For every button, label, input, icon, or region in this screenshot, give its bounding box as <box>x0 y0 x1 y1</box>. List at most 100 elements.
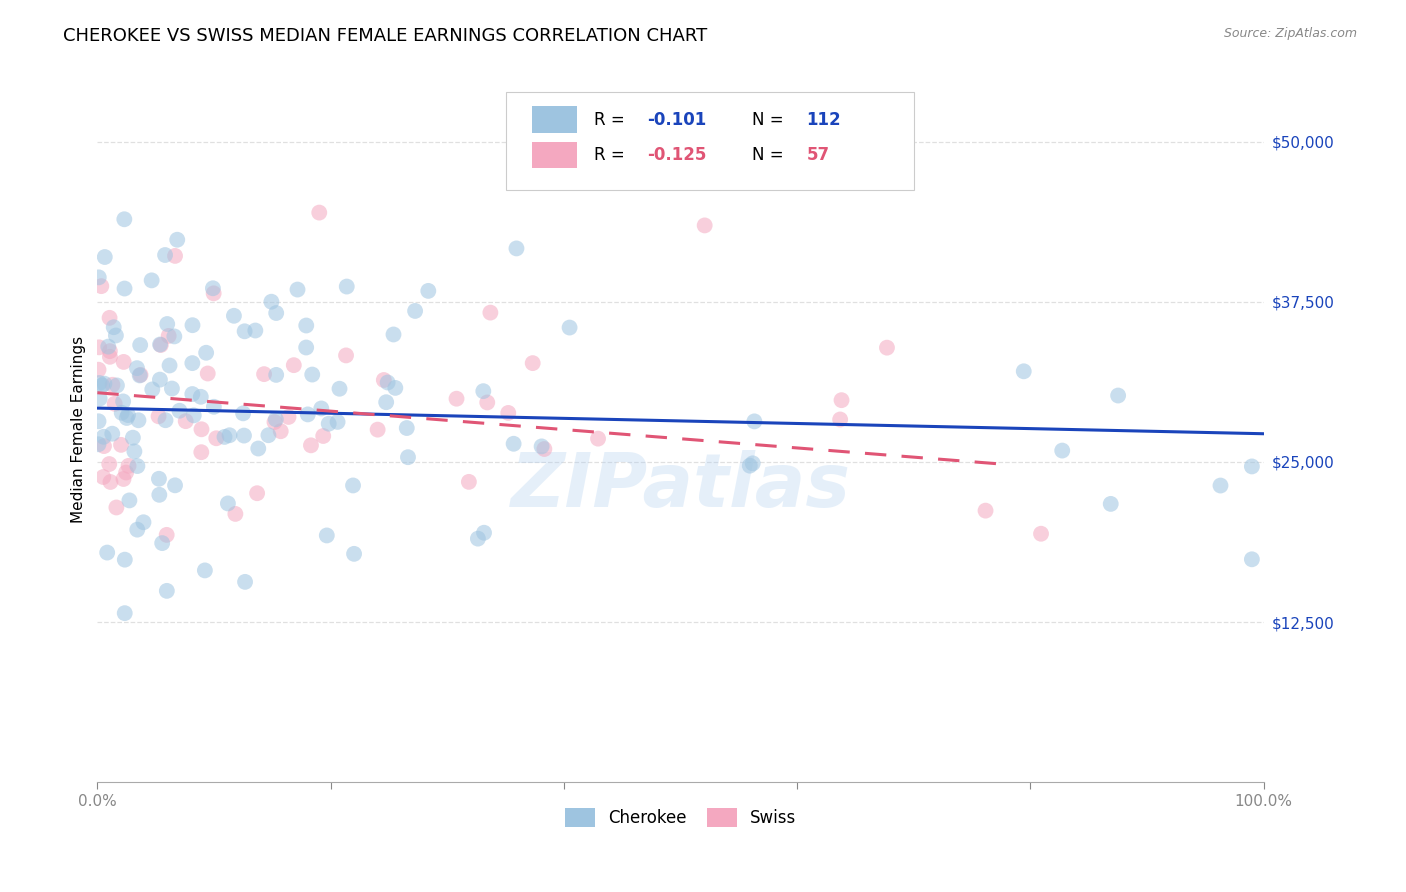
Point <box>112 394 135 409</box>
Point <box>744 414 766 428</box>
Point <box>114 281 136 295</box>
Point <box>373 373 395 387</box>
Text: ZIPatlas: ZIPatlas <box>510 450 851 523</box>
Point <box>159 359 181 373</box>
Point <box>558 320 581 334</box>
Point <box>183 409 205 423</box>
Point <box>502 436 524 450</box>
Point <box>91 378 114 392</box>
Point <box>264 412 287 426</box>
Point <box>100 475 122 489</box>
Text: R =: R = <box>595 146 630 164</box>
Point <box>141 273 163 287</box>
Point <box>311 401 333 416</box>
Point <box>205 431 228 445</box>
Point <box>190 445 212 459</box>
Point <box>246 486 269 500</box>
Point <box>87 270 110 285</box>
Point <box>472 384 495 399</box>
Point <box>831 393 853 408</box>
Point <box>110 438 132 452</box>
Point <box>124 444 146 458</box>
Point <box>156 528 179 542</box>
Point <box>217 496 239 510</box>
Point <box>496 406 519 420</box>
Point <box>165 249 187 263</box>
Point <box>202 400 225 414</box>
Point <box>328 382 350 396</box>
Point <box>367 423 389 437</box>
Point <box>194 563 217 577</box>
Point <box>263 415 285 429</box>
Point <box>260 294 283 309</box>
FancyBboxPatch shape <box>533 106 576 133</box>
Point <box>201 281 224 295</box>
Point <box>382 327 405 342</box>
Text: 112: 112 <box>807 111 841 128</box>
Point <box>98 310 121 325</box>
Point <box>190 422 212 436</box>
Point <box>87 437 110 451</box>
Point <box>472 525 495 540</box>
Point <box>153 248 176 262</box>
Point <box>297 408 319 422</box>
Point <box>89 392 111 406</box>
Point <box>218 428 240 442</box>
FancyBboxPatch shape <box>533 142 576 169</box>
Point <box>1107 388 1129 402</box>
Point <box>222 309 245 323</box>
Point <box>181 387 204 401</box>
Point <box>245 324 267 338</box>
Point <box>375 395 398 409</box>
Text: R =: R = <box>595 111 630 128</box>
Point <box>233 428 256 442</box>
Point <box>115 466 138 480</box>
Point <box>98 344 121 359</box>
Point <box>104 397 127 411</box>
Point <box>283 358 305 372</box>
Point <box>315 528 337 542</box>
Point <box>96 545 118 559</box>
Point <box>533 442 555 456</box>
Point <box>1099 497 1122 511</box>
Point <box>149 338 172 352</box>
Point <box>287 283 309 297</box>
Point <box>1012 364 1035 378</box>
Point <box>117 458 139 473</box>
Point <box>418 284 440 298</box>
Point <box>224 507 246 521</box>
Point <box>233 574 256 589</box>
Point <box>118 493 141 508</box>
Point <box>202 286 225 301</box>
Point <box>160 382 183 396</box>
Point <box>1240 459 1263 474</box>
Text: N =: N = <box>752 111 789 128</box>
Point <box>384 381 406 395</box>
Point <box>105 378 128 392</box>
Point <box>446 392 468 406</box>
Point <box>693 219 716 233</box>
Point <box>233 324 256 338</box>
Point <box>1240 552 1263 566</box>
Point <box>93 430 115 444</box>
Point <box>117 408 139 422</box>
Point <box>264 368 287 382</box>
Point <box>163 329 186 343</box>
Point <box>141 383 163 397</box>
Point <box>89 340 111 354</box>
Text: -0.125: -0.125 <box>647 146 706 164</box>
Point <box>89 376 111 390</box>
Point <box>163 478 186 492</box>
Point <box>155 413 177 427</box>
Point <box>122 431 145 445</box>
Point <box>257 428 280 442</box>
Point <box>148 488 170 502</box>
FancyBboxPatch shape <box>506 92 914 190</box>
Point <box>104 328 127 343</box>
Point <box>101 377 124 392</box>
Point <box>195 345 218 359</box>
Point <box>479 305 502 319</box>
Point <box>312 429 335 443</box>
Point <box>150 536 173 550</box>
Point <box>738 458 761 473</box>
